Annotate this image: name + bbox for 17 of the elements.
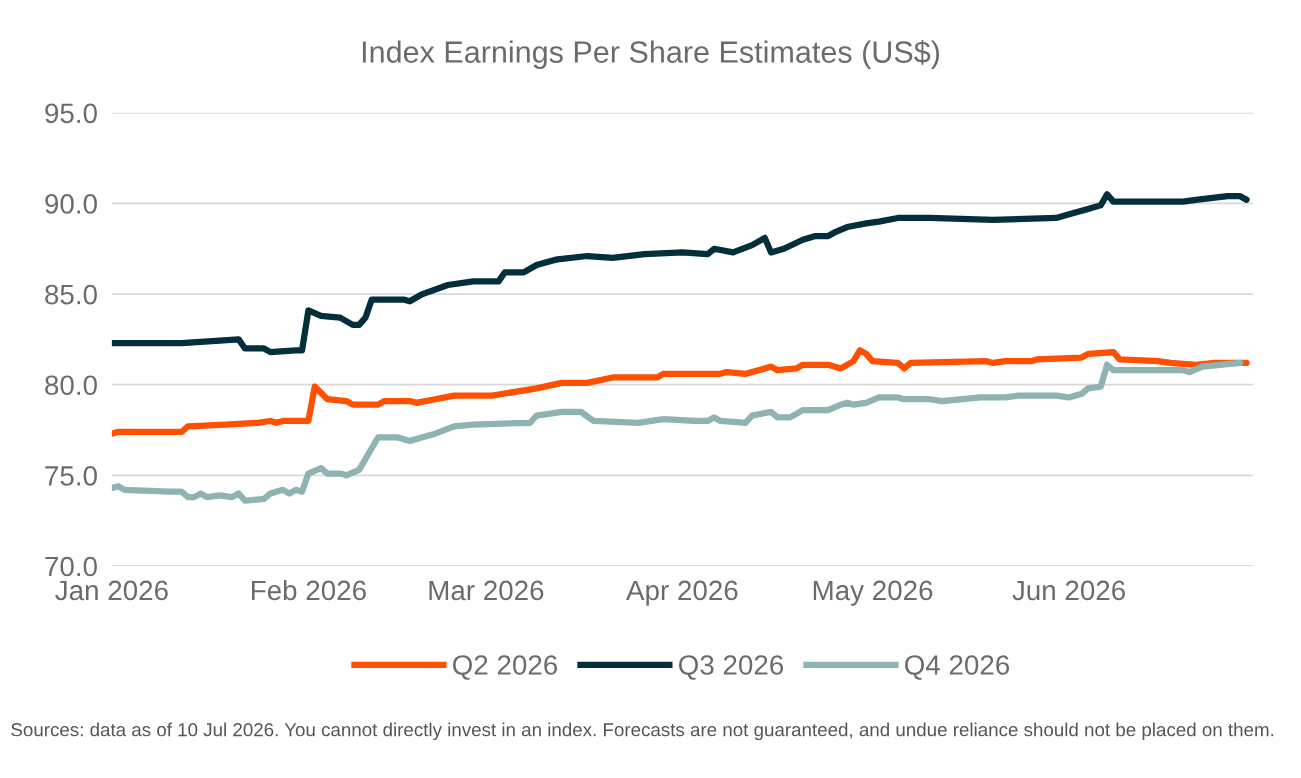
x-tick-label: Apr 2026 [626, 580, 738, 606]
x-tick-label: Jun 2026 [1012, 580, 1125, 601]
y-tick-label: 95.0 [45, 103, 97, 124]
legend-label: Q4 2026 [905, 655, 1010, 680]
x-tick-label: May 2026 [813, 580, 933, 606]
y-tick-label: 75.0 [45, 466, 97, 486]
x-tick-label: Feb 2026 [251, 579, 366, 601]
chart-title: Index Earnings Per Share Estimates (US$) [362, 39, 940, 69]
y-tick-label: 85.0 [45, 284, 97, 305]
y-tick-label: 90.0 [45, 194, 97, 214]
legend-label: Q2 2026 [453, 655, 558, 680]
x-tick-label: Jan 2026 [55, 580, 168, 601]
x-tick-label: Mar 2026 [429, 580, 544, 601]
y-tick-label: 70.0 [45, 556, 97, 577]
y-tick-label: 80.0 [45, 375, 97, 396]
source-note: Sources: data as of 10 Jul 2026. You cannot directly invest in an index. Forecasts are not guaranteed, and undue reliance should not be placed on them. [11, 722, 1274, 741]
legend-label: Q3 2026 [679, 655, 784, 680]
